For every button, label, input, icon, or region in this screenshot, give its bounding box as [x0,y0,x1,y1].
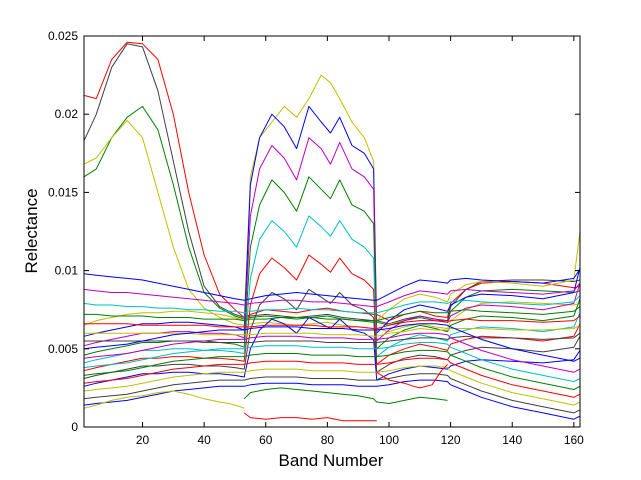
series-line-31 [376,364,448,389]
x-tick-label: 60 [259,433,273,447]
series-line-19 [84,332,581,343]
series-line-24 [83,357,581,398]
plot-area [84,36,580,427]
series-line-7 [83,137,581,347]
y-tick-label: 0.025 [48,29,78,43]
ticks-group: 20 40 60 80 100 120 140 160 0 0.005 0.01 0.015 0.02 0… [48,29,584,447]
series-line-22 [83,342,581,383]
series-line-23 [83,349,581,390]
x-tick-label: 160 [564,433,584,447]
series-line-17 [84,315,581,329]
series-group [83,41,581,422]
x-tick-label: 20 [136,433,150,447]
series-line-3 [83,105,581,326]
y-tick-label: 0.02 [55,107,79,121]
x-tick-label: 140 [502,433,522,447]
series-line-26 [83,373,581,414]
series-line-28 [83,390,245,409]
series-line-2 [83,43,581,325]
series-line-29 [243,412,377,422]
series-line-15 [83,295,581,314]
series-line-16 [84,306,581,322]
series-line-10 [83,254,581,372]
series-line-1 [83,41,581,322]
y-tick-label: 0.005 [48,342,78,356]
series-line-14 [83,282,581,308]
series-line-21 [83,332,581,373]
series-line-5 [83,74,581,326]
series-line-13 [83,268,581,301]
y-tick-label: 0 [71,420,78,434]
series-line-20 [83,323,581,362]
x-tick-label: 120 [441,433,461,447]
y-tick-label: 0.015 [48,185,78,199]
x-axis-title: Band Number [279,451,384,470]
series-line-27 [83,379,581,420]
x-tick-label: 100 [379,433,399,447]
series-line-6 [83,105,581,337]
y-axis-title: Relectance [22,188,41,273]
axes-box [83,35,581,428]
x-tick-label: 40 [197,433,211,447]
y-tick-label: 0.01 [55,264,79,278]
series-line-9 [83,215,581,364]
series-line-12 [83,317,581,387]
series-line-25 [83,365,581,406]
series-line-18 [84,324,581,337]
x-tick-label: 80 [321,433,335,447]
series-line-30 [243,387,448,404]
